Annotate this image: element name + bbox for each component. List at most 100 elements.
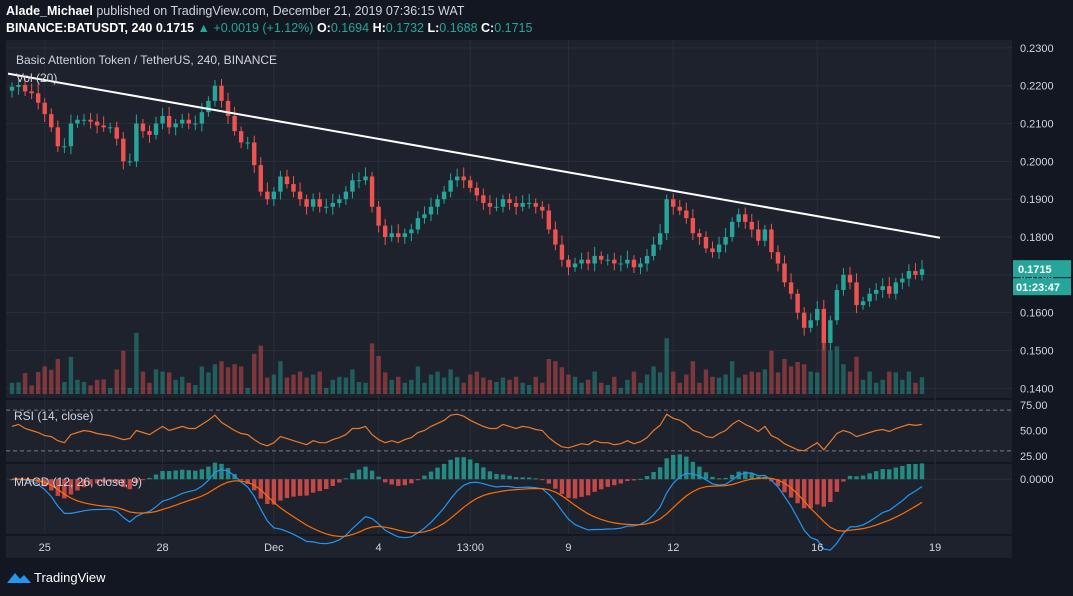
volume-bar bbox=[605, 385, 610, 394]
candle-body bbox=[618, 263, 624, 265]
macd-histogram-bar bbox=[553, 479, 558, 489]
macd-histogram-bar bbox=[173, 470, 178, 480]
candle-body bbox=[684, 210, 689, 219]
candle-body bbox=[913, 271, 918, 275]
macd-histogram-bar bbox=[81, 479, 87, 488]
macd-histogram-bar bbox=[801, 479, 807, 509]
candle-body bbox=[795, 293, 800, 313]
macd-histogram-bar bbox=[284, 479, 290, 499]
macd-histogram-bar bbox=[147, 477, 152, 480]
macd-histogram-bar bbox=[697, 466, 702, 480]
volume-bar bbox=[625, 379, 630, 394]
macd-histogram-bar bbox=[887, 469, 892, 480]
volume-bar bbox=[533, 376, 538, 394]
tradingview-logo-icon[interactable] bbox=[7, 570, 31, 584]
macd-pane[interactable] bbox=[6, 464, 1012, 534]
candle-body bbox=[330, 202, 335, 207]
macd-histogram-bar bbox=[396, 479, 401, 486]
close-label: C: bbox=[481, 21, 495, 35]
macd-histogram-bar bbox=[350, 473, 355, 480]
candle-body bbox=[769, 229, 774, 253]
volume-bar bbox=[919, 377, 925, 394]
macd-histogram-bar bbox=[428, 471, 434, 480]
candle-body bbox=[304, 199, 309, 207]
candle-body bbox=[265, 191, 270, 200]
volume-bar bbox=[173, 379, 178, 394]
macd-histogram-bar bbox=[834, 479, 840, 492]
tradingview-brand[interactable]: TradingView bbox=[34, 570, 106, 585]
price-value: 0.1715 bbox=[155, 21, 195, 35]
volume-bar bbox=[94, 379, 100, 394]
volume-bar bbox=[35, 372, 41, 394]
volume-bar bbox=[271, 374, 277, 394]
candle-body bbox=[873, 289, 879, 294]
macd-histogram-bar bbox=[356, 469, 362, 480]
price-pane[interactable] bbox=[6, 40, 1012, 398]
candle-body bbox=[278, 176, 283, 192]
macd-histogram-bar bbox=[474, 463, 480, 480]
volume-bar bbox=[330, 379, 335, 394]
author-name[interactable]: Alade_Michael bbox=[6, 4, 93, 18]
macd-histogram-bar bbox=[723, 477, 728, 480]
macd-title: MACD (12, 26, close, 9) bbox=[14, 475, 142, 489]
candle-body bbox=[579, 259, 584, 264]
macd-histogram-bar bbox=[409, 479, 414, 484]
last-price-tag bbox=[1013, 260, 1071, 278]
macd-histogram-bar bbox=[481, 467, 486, 480]
time-axis[interactable] bbox=[6, 536, 1012, 558]
candle-body bbox=[396, 233, 401, 238]
macd-histogram-bar bbox=[415, 479, 421, 481]
candle-body bbox=[402, 233, 408, 238]
macd-histogram-bar bbox=[572, 479, 578, 499]
volume-bar bbox=[88, 385, 93, 394]
candle-body bbox=[468, 180, 473, 188]
candle-body bbox=[887, 286, 892, 294]
volume-bar bbox=[435, 371, 440, 394]
candle-body bbox=[88, 119, 93, 122]
volume-bar bbox=[880, 379, 885, 394]
candle-body bbox=[638, 263, 643, 268]
volume-bar bbox=[618, 388, 624, 394]
candle-body bbox=[860, 301, 866, 306]
macd-histogram-bar bbox=[265, 479, 270, 504]
candle-body bbox=[75, 119, 80, 124]
volume-bar bbox=[396, 376, 401, 394]
macd-histogram-bar bbox=[710, 476, 715, 480]
volume-bar bbox=[160, 371, 165, 394]
candle-body bbox=[697, 233, 702, 238]
volume-bar bbox=[520, 382, 525, 394]
candle-body bbox=[631, 259, 637, 268]
volume-bar bbox=[454, 376, 460, 394]
volume-bar bbox=[278, 361, 283, 394]
candle-body bbox=[494, 206, 499, 208]
candle-body bbox=[782, 263, 787, 283]
macd-histogram-bar bbox=[402, 479, 408, 486]
price-tick-label: 0.1400 bbox=[1020, 383, 1054, 395]
macd-histogram-bar bbox=[317, 479, 322, 492]
candle-body bbox=[324, 206, 329, 208]
volume-bar bbox=[258, 345, 263, 394]
volume-bar bbox=[553, 361, 558, 394]
macd-histogram-bar bbox=[278, 479, 283, 501]
chart-canvas[interactable]: 0.2300 0.2200 0.2100 0.2000 0.1900 0.1800 0.17… bbox=[0, 40, 1073, 563]
candle-body bbox=[867, 293, 872, 302]
macd-histogram-bar bbox=[75, 479, 80, 491]
volume-bar bbox=[343, 377, 349, 394]
macd-histogram-bar bbox=[782, 479, 787, 493]
volume-bar bbox=[22, 373, 28, 394]
volume-bar bbox=[448, 369, 453, 394]
price-tick-label: 0.1900 bbox=[1020, 194, 1054, 206]
macd-histogram-bar bbox=[599, 479, 604, 490]
candle-body bbox=[461, 176, 466, 181]
candle-body bbox=[710, 248, 715, 253]
chart-title: Basic Attention Token / TetherUS, 240, B… bbox=[16, 53, 277, 67]
volume-bar bbox=[749, 371, 754, 394]
macd-histogram-bar bbox=[297, 479, 303, 496]
candle-body bbox=[880, 286, 885, 290]
time-tick-label: 25 bbox=[39, 542, 51, 554]
candle-body bbox=[513, 202, 519, 207]
macd-histogram-bar bbox=[677, 454, 682, 480]
rsi-pane[interactable] bbox=[6, 400, 1012, 462]
volume-bar bbox=[873, 382, 879, 394]
volume-bar bbox=[526, 385, 532, 394]
